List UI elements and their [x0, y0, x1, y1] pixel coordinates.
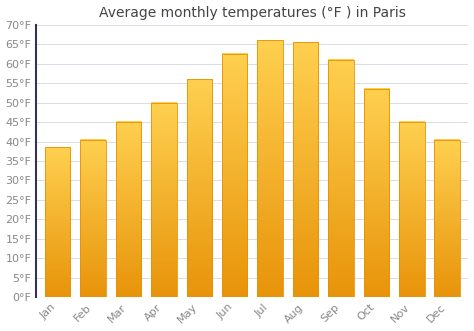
Bar [257, 40, 283, 297]
Bar [293, 42, 319, 297]
Bar [187, 79, 212, 297]
Bar [45, 147, 71, 297]
Bar [45, 147, 71, 297]
Bar [222, 54, 247, 297]
Bar [80, 140, 106, 297]
Bar [222, 54, 247, 297]
Bar [399, 122, 425, 297]
Bar [116, 122, 141, 297]
Bar [80, 140, 106, 297]
Bar [187, 79, 212, 297]
Bar [328, 60, 354, 297]
Bar [116, 122, 141, 297]
Bar [364, 89, 389, 297]
Bar [257, 40, 283, 297]
Bar [293, 42, 319, 297]
Bar [435, 140, 460, 297]
Bar [364, 89, 389, 297]
Bar [435, 140, 460, 297]
Title: Average monthly temperatures (°F ) in Paris: Average monthly temperatures (°F ) in Pa… [99, 6, 406, 20]
Bar [328, 60, 354, 297]
Bar [151, 103, 177, 297]
Bar [399, 122, 425, 297]
Bar [151, 103, 177, 297]
